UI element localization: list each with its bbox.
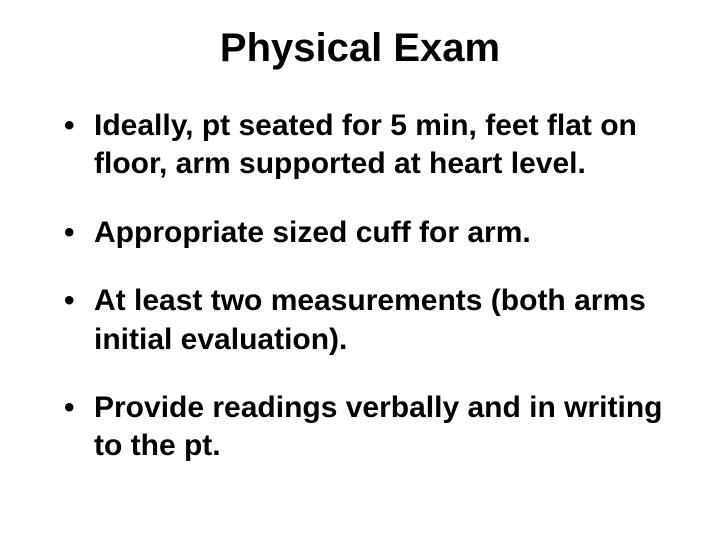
- bullet-list: Ideally, pt seated for 5 min, feet flat …: [60, 107, 670, 466]
- list-item: Appropriate sized cuff for arm.: [60, 214, 670, 252]
- list-item: Ideally, pt seated for 5 min, feet flat …: [60, 107, 670, 184]
- list-item: At least two measurements (both arms ini…: [60, 282, 670, 359]
- slide: Physical Exam Ideally, pt seated for 5 m…: [0, 0, 720, 540]
- slide-title: Physical Exam: [50, 26, 670, 71]
- list-item: Provide readings verbally and in writing…: [60, 389, 670, 466]
